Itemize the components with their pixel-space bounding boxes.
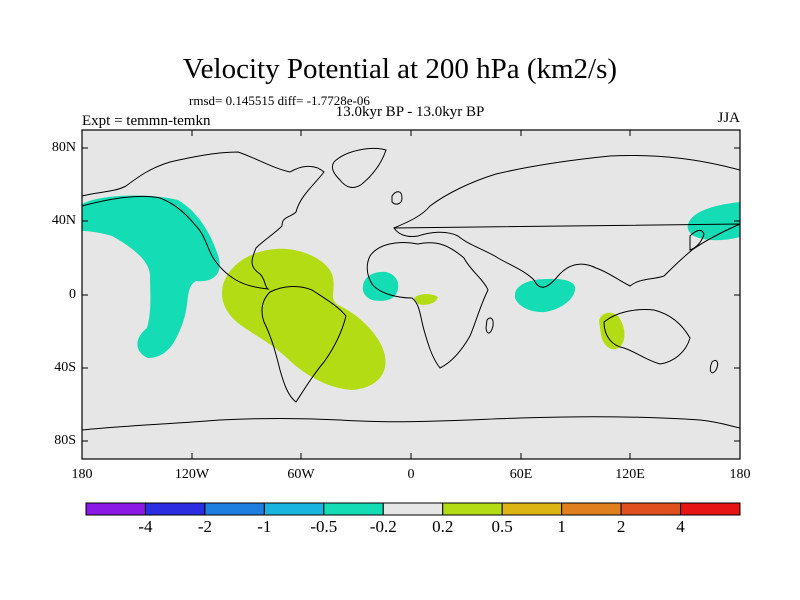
colorbar-swatch bbox=[382, 502, 444, 516]
colorbar-swatch bbox=[263, 502, 325, 516]
coastline-uk bbox=[391, 191, 403, 205]
x-tick-label: 180 bbox=[71, 467, 93, 482]
coastline-antarctica bbox=[81, 416, 741, 431]
period-subtitle: 13.0kyr BP - 13.0kyr BP bbox=[335, 104, 485, 120]
coastline-greenland bbox=[331, 148, 387, 188]
colorbar-label: 1 bbox=[557, 517, 566, 536]
axis-ticks bbox=[81, 130, 741, 459]
colorbar-label: 4 bbox=[676, 517, 685, 536]
coastline-australia bbox=[603, 309, 691, 365]
coastline-new-zealand bbox=[709, 359, 719, 374]
map-title: Velocity Potential at 200 hPa (km2/s) bbox=[182, 53, 618, 85]
x-tick-label: 60W bbox=[287, 467, 315, 482]
positive-anomaly-regions bbox=[222, 248, 625, 390]
x-tick-label: 120W bbox=[174, 467, 210, 482]
colorbar-swatch bbox=[85, 502, 146, 516]
colorbar-swatch bbox=[620, 502, 682, 516]
x-tick-label: 180 bbox=[729, 467, 751, 482]
y-tick-label: 80S bbox=[54, 433, 76, 448]
colorbar-label: -1 bbox=[257, 517, 272, 536]
coastline-south-america bbox=[261, 286, 347, 403]
colorbar bbox=[85, 502, 741, 516]
x-tick-label: 0 bbox=[407, 467, 415, 482]
coastline-japan bbox=[689, 229, 705, 251]
anomaly-region-indian-ocean bbox=[515, 278, 576, 313]
stats-label: rmsd= 0.145515 diff= -1.7728e-06 bbox=[189, 93, 370, 108]
map-background bbox=[82, 130, 740, 459]
anomaly-region-south-america-atlantic bbox=[222, 248, 386, 390]
experiment-label: Expt = temmn-temkn bbox=[82, 113, 211, 129]
anomaly-region-west-africa bbox=[414, 294, 438, 305]
y-tick-label: 40S bbox=[54, 360, 76, 375]
colorbar-swatch bbox=[680, 502, 741, 516]
coastline-africa bbox=[366, 242, 489, 369]
y-tick-label: 0 bbox=[69, 287, 76, 302]
colorbar-label: -4 bbox=[138, 517, 153, 536]
colorbar-swatch bbox=[442, 502, 503, 516]
x-tick-label: 60E bbox=[509, 467, 533, 482]
colorbar-label: 2 bbox=[616, 517, 626, 536]
colorbar-label: 0.5 bbox=[491, 517, 513, 536]
colorbar-swatch bbox=[144, 502, 206, 516]
y-tick-label: 40N bbox=[51, 213, 76, 228]
x-tick-label: 120E bbox=[615, 467, 645, 482]
anomaly-region-australia-west bbox=[599, 312, 625, 350]
coastline-north-america bbox=[81, 151, 325, 290]
coastlines bbox=[81, 148, 741, 431]
colorbar-label: 0.2 bbox=[432, 517, 454, 536]
coastline-eurasia bbox=[393, 154, 741, 288]
colorbar-swatch bbox=[323, 502, 384, 516]
colorbar-label: -2 bbox=[197, 517, 212, 536]
colorbar-swatch bbox=[204, 502, 265, 516]
colorbar-label: -0.2 bbox=[369, 517, 397, 536]
anomaly-region-north-pacific bbox=[82, 195, 220, 358]
colorbar-swatch bbox=[561, 502, 622, 516]
anomaly-region-tropical-atlantic bbox=[362, 271, 399, 301]
colorbar-swatch bbox=[501, 502, 563, 516]
y-tick-label: 80N bbox=[51, 140, 76, 155]
coastline-madagascar bbox=[485, 317, 494, 334]
season-label: JJA bbox=[717, 110, 740, 126]
colorbar-label: -0.5 bbox=[310, 517, 338, 536]
